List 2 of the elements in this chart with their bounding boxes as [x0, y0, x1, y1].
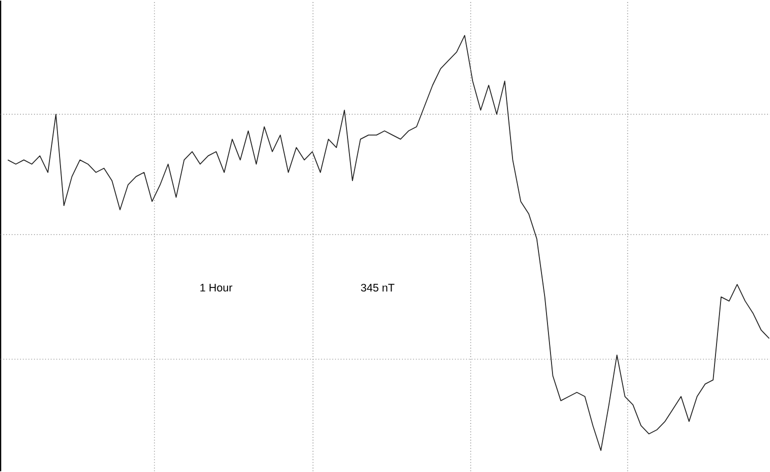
annotation: 345 nT: [360, 284, 394, 292]
annotation: 1 Hour: [200, 284, 232, 292]
